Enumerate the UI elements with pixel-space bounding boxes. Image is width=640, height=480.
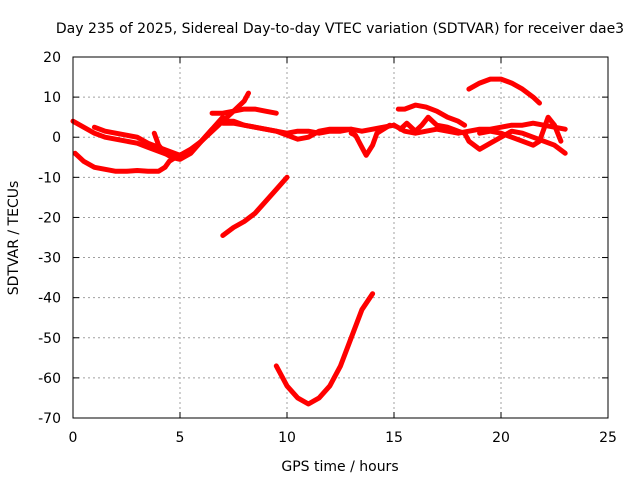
series-line-s13 [477,114,564,148]
y-axis-label: SDTVAR / TECUs [6,181,22,296]
plot-frame [72,56,609,419]
y-tick-label: 0 [52,130,61,146]
series-line-s4 [91,124,194,158]
series-layer [70,76,568,407]
series-line-s7 [220,120,397,142]
x-tick-label: 0 [69,430,78,446]
y-tick-label: -20 [38,210,61,226]
x-tick-label: 15 [385,430,403,446]
chart-title: Day 235 of 2025, Sidereal Day-to-day VTE… [56,21,624,37]
y-tick-label: 20 [43,50,61,66]
y-tick-label: -70 [38,411,61,427]
series-line-s11 [395,102,468,128]
series-line-s12 [466,76,542,106]
series-line-s14 [220,174,290,238]
series-line-s8 [348,122,393,158]
series-line-s1 [72,150,168,174]
y-tick-label: -40 [38,291,61,307]
ticks [72,56,609,419]
y-tick-label: -50 [38,331,61,347]
x-tick-label: 25 [599,430,617,446]
x-tick-label: 10 [278,430,296,446]
x-axis-label: GPS time / hours [281,459,398,475]
y-tick-label: -30 [38,251,61,267]
x-tick-label: 20 [492,430,510,446]
series-line-s9 [391,120,568,136]
y-tick-label: -60 [38,371,61,387]
series-line-s15 [273,291,376,407]
series-line-s10 [397,114,568,156]
tick-labels: 0 5 10 15 20 25 -70 -60 -50 -40 -30 -20 -10 0 10 20 [38,50,617,446]
series-line-s6 [209,106,279,116]
x-tick-label: 5 [176,430,185,446]
y-tick-label: -10 [38,170,61,186]
y-tick-label: 10 [43,90,61,106]
